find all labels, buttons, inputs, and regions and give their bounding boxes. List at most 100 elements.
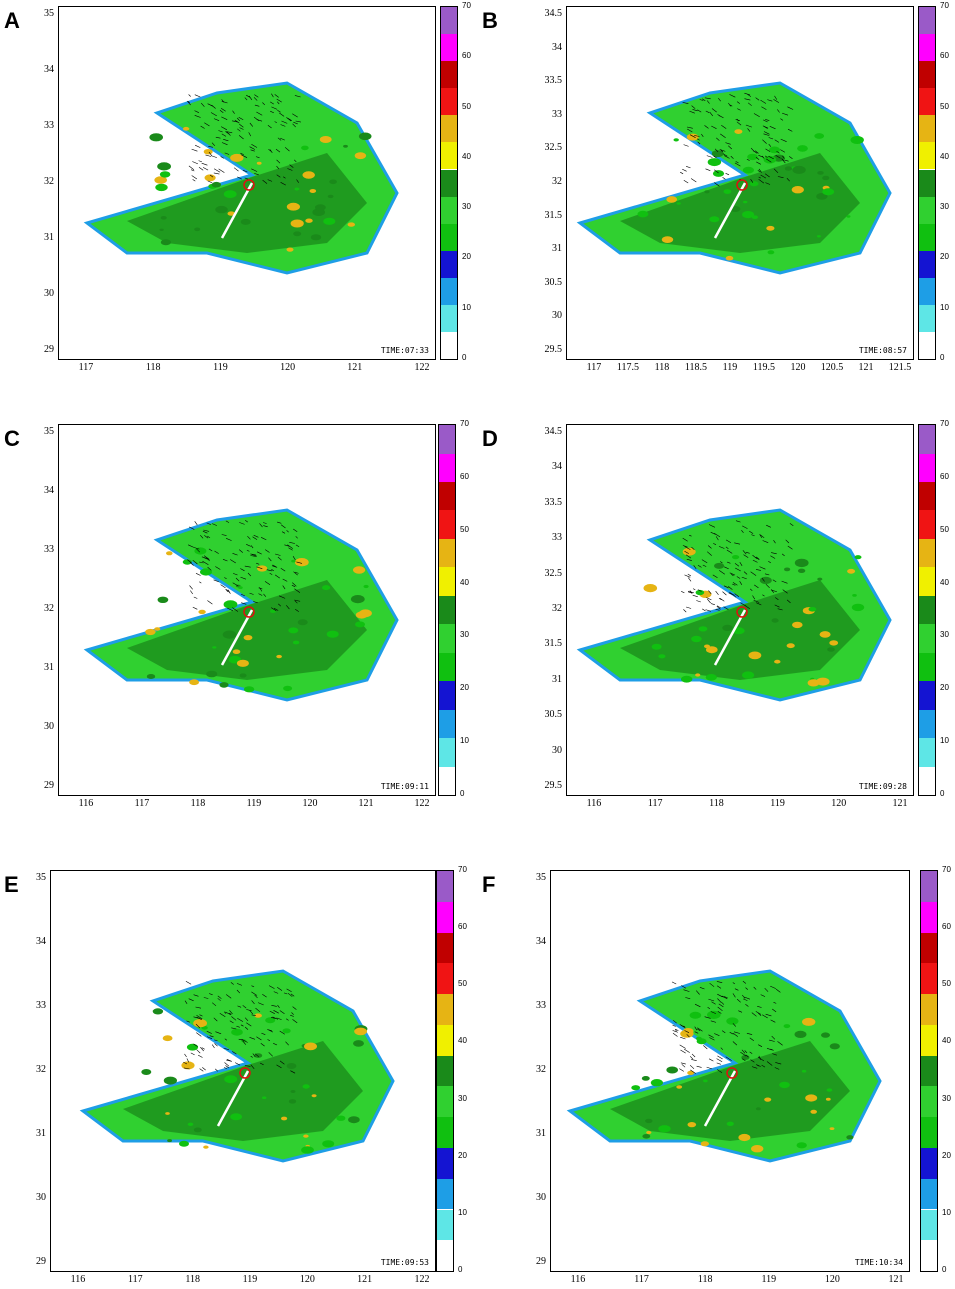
colorbar-tick-label: 0: [940, 789, 945, 798]
colorbar-tick-label: 40: [462, 151, 471, 161]
colorbar: [918, 6, 936, 360]
colorbar-segment: [921, 1024, 937, 1056]
panel-label: D: [482, 426, 498, 451]
colorbar-segment: [441, 196, 457, 224]
y-tick-label: 31: [552, 243, 562, 255]
colorbar-tick-label: 70: [462, 1, 471, 10]
colorbar-segment: [437, 1024, 453, 1056]
panel-label: B: [482, 8, 498, 33]
colorbar-tick-label: 10: [940, 302, 949, 312]
colorbar-tick-label: 0: [462, 353, 467, 362]
radar-panel-a: A TIME:07:33 35 34 33 32 31 30 29 117 118 119 120 12…: [0, 0, 477, 420]
y-tick-label: 30: [552, 310, 562, 322]
y-tick-label: 29.5: [544, 344, 563, 355]
x-tick-label: 122: [414, 1274, 430, 1285]
y-tick-label: 32: [552, 176, 562, 187]
y-tick-label: 34: [536, 936, 546, 947]
radar-map: TIME:09:28: [566, 424, 914, 796]
colorbar-segment: [437, 994, 453, 1025]
x-tick-label: 118.5: [684, 362, 708, 373]
colorbar-segment: [919, 331, 935, 359]
colorbar-tick-label: 60: [942, 922, 951, 932]
radar-map: TIME:09:11: [58, 424, 436, 796]
radar-panel-c: C TIME:09:11 35 34 33 32 31 30 29 116 117 118 119 12…: [0, 418, 477, 838]
y-tick-label: 30: [44, 288, 54, 299]
colorbar-tick-label: 0: [940, 353, 945, 362]
radar-map: TIME:09:53: [50, 870, 436, 1272]
time-stamp: TIME:09:28: [858, 782, 907, 791]
x-tick-label: 117: [634, 1274, 649, 1285]
y-tick-label: 34: [44, 64, 54, 75]
colorbar-segment: [441, 169, 457, 197]
y-tick-label: 33: [44, 544, 54, 555]
x-tick-label: 121: [357, 1274, 373, 1285]
colorbar-segment: [919, 223, 935, 251]
y-tick-label: 33: [44, 120, 54, 131]
x-tick-label: 118: [654, 362, 670, 373]
radar-map: TIME:10:34: [550, 870, 910, 1272]
colorbar-tick-label: 40: [942, 1036, 951, 1046]
y-tick-label: 34: [552, 41, 562, 53]
colorbar-segment: [439, 481, 455, 511]
colorbar-segment: [437, 1240, 453, 1271]
colorbar-segment: [441, 7, 457, 35]
colorbar-segment: [919, 304, 935, 332]
panel-label: A: [4, 8, 20, 33]
radar-map: TIME:07:33: [58, 6, 436, 360]
colorbar-tick-label: 10: [458, 1207, 467, 1217]
y-tick-label: 29: [536, 1256, 546, 1267]
y-tick-label: 30: [552, 744, 562, 756]
x-tick-label: 119: [770, 798, 785, 809]
colorbar-segment: [919, 277, 935, 305]
colorbar-tick-label: 70: [940, 1, 949, 10]
colorbar-segment: [919, 709, 935, 739]
y-tick-label: 33.5: [544, 75, 563, 87]
colorbar-segment: [439, 624, 455, 653]
y-tick-label: 34.5: [544, 8, 563, 19]
y-tick-label: 31: [36, 1128, 46, 1139]
time-stamp: TIME:10:34: [854, 1258, 903, 1267]
y-tick-label: 33: [552, 532, 562, 544]
x-tick-label: 117: [586, 362, 602, 373]
radar-panel-b: B TIME:08:57 34.5 34 33.5 33 32.5 32 31.5 31 30.5…: [478, 0, 955, 420]
colorbar-tick-label: 20: [460, 683, 469, 693]
colorbar-segment: [439, 709, 455, 739]
colorbar-tick-label: 30: [462, 202, 471, 212]
colorbar-segment: [437, 963, 453, 995]
colorbar-segment: [921, 932, 937, 964]
colorbar-segment: [921, 1209, 937, 1241]
colorbar-tick-label: 50: [462, 101, 471, 111]
colorbar-segment: [441, 61, 457, 89]
colorbar-tick-label: 40: [458, 1036, 467, 1046]
colorbar-segment: [921, 901, 937, 933]
colorbar-segment: [437, 1117, 453, 1148]
x-tick-label: 120: [299, 1274, 315, 1285]
colorbar-segment: [439, 453, 455, 482]
colorbar-tick-label: 10: [462, 302, 471, 312]
colorbar-segment: [439, 595, 455, 625]
x-tick-label: 121: [358, 798, 374, 809]
y-tick-label: 32: [552, 603, 562, 614]
y-tick-label: 34.5: [544, 426, 563, 437]
colorbar-segment: [437, 901, 453, 933]
panel-label: F: [482, 872, 496, 897]
x-tick-label: 119: [722, 362, 738, 373]
y-tick-label: 30: [36, 1192, 46, 1203]
colorbar-segment: [439, 538, 455, 568]
x-tick-label: 119: [246, 798, 262, 809]
colorbar: [920, 870, 938, 1272]
colorbar-segment: [919, 7, 935, 35]
colorbar-segment: [919, 624, 935, 653]
colorbar-tick-label: 20: [940, 683, 949, 693]
x-tick-label: 121: [858, 362, 874, 373]
y-tick-label: 35: [36, 872, 46, 883]
y-tick-label: 32: [44, 176, 54, 187]
colorbar-segment: [921, 1055, 937, 1087]
colorbar-segment: [439, 567, 455, 596]
x-tick-label: 118: [190, 798, 206, 809]
colorbar-segment: [919, 681, 935, 710]
panel-label: E: [4, 872, 19, 897]
y-tick-label: 29.5: [544, 780, 563, 791]
colorbar-segment: [439, 652, 455, 682]
x-tick-label: 119: [761, 1274, 777, 1285]
